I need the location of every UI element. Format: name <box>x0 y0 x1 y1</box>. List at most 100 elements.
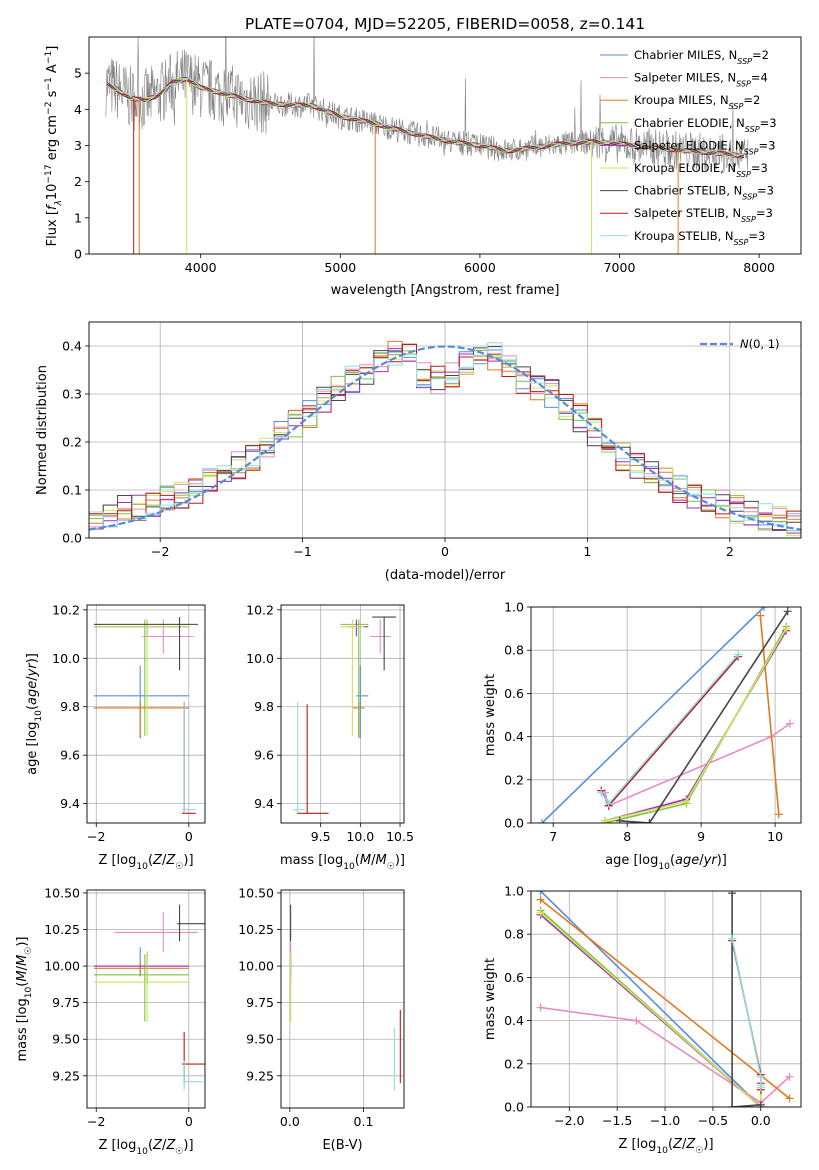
legend-label: Salpeter STELIB, NSSP=3 <box>634 206 773 224</box>
y-tick-label: 0 <box>74 247 82 262</box>
weight-line-salpeter-elodie <box>604 630 787 822</box>
chart-mass-vs-z: −2 0 9.25 9.50 9.75 10.00 10.25 10.50 Z [log10(Z… <box>15 885 206 1157</box>
weight-line-kroupa-elodie <box>540 912 762 1107</box>
y-tick-label: 1.0 <box>504 884 524 899</box>
x-tick-label: 8 <box>623 829 631 844</box>
axes-frame <box>86 889 206 1109</box>
y-tick-label: 10.0 <box>52 651 80 666</box>
y-tick-label: 0.6 <box>504 686 524 701</box>
x-axis-label: Z [log10(Z/Z☉)] <box>98 853 193 872</box>
plot-area-residuals <box>89 322 801 538</box>
plot-area-age-vs-mass <box>281 605 404 823</box>
x-tick-label: 2 <box>726 544 734 559</box>
y-tick-label: 0.2 <box>62 435 82 450</box>
x-axis-label: mass [log10(M/M☉)] <box>280 853 405 872</box>
weight-marker <box>536 891 545 895</box>
weight-line-chabrier-stelib <box>731 893 761 1107</box>
y-tick-label: 9.8 <box>254 699 274 714</box>
x-tick-label: 0 <box>185 1114 193 1129</box>
chart-title: PLATE=0704, MJD=52205, FIBERID=0058, z=0… <box>245 15 645 33</box>
x-tick-label: 9.5 <box>311 829 331 844</box>
y-tick-label: 0.0 <box>504 1100 524 1115</box>
weight-marker <box>536 908 545 917</box>
y-tick-label: 9.75 <box>52 995 80 1010</box>
x-tick-label: −0.5 <box>698 1113 728 1128</box>
x-tick-label: −1.0 <box>650 1113 680 1128</box>
spectrum-legend: Chabrier MILES, NSSP=2 Salpeter MILES, NS… <box>600 48 777 246</box>
x-tick-label: −2.0 <box>554 1113 584 1128</box>
plot-area-mass-vs-z <box>87 890 205 1108</box>
x-tick-label: 0.0 <box>751 1113 771 1128</box>
histogram-kroupa-stelib <box>89 342 801 532</box>
y-tick-label: 9.75 <box>246 995 274 1010</box>
normal-distribution-curve <box>89 345 801 531</box>
weight-marker <box>756 611 765 620</box>
weight-marker <box>785 719 794 728</box>
x-tick-label: 6000 <box>464 260 496 275</box>
y-tick-label: 2 <box>74 174 82 189</box>
y-tick-label: 0.4 <box>504 729 524 744</box>
x-tick-label: 0.0 <box>280 1114 300 1129</box>
observed-spectrum-line <box>105 37 749 173</box>
weight-marker <box>785 1072 794 1081</box>
weight-line-chabrier-miles <box>541 607 765 823</box>
weight-line-chabrier-miles <box>540 891 762 1107</box>
model-spectrum-kroupa-elodie <box>106 78 744 159</box>
y-tick-label: 0.0 <box>504 816 524 831</box>
y-tick-label: 5 <box>74 66 82 81</box>
y-axis-label: mass [log10(M/M☉)] <box>15 937 34 1062</box>
y-tick-label: 10.00 <box>44 959 80 974</box>
weight-line-salpeter-miles <box>540 1006 791 1104</box>
axes-frame <box>88 321 802 539</box>
y-tick-label: 10.25 <box>238 922 274 937</box>
chart-weight-vs-z: −2.0 −1.5 −1.0 −0.5 0.0 0.0 0.2 0.4 0.6 0.8 1.0 Z [… <box>483 884 802 1156</box>
weight-marker <box>785 1094 794 1103</box>
y-tick-label: 0.6 <box>504 970 524 985</box>
weight-marker <box>756 1083 765 1092</box>
legend-label: Chabrier MILES, NSSP=2 <box>634 48 769 66</box>
weight-marker <box>728 1103 737 1107</box>
x-axis-label: Z [log10(Z/Z☉)] <box>98 1138 193 1157</box>
weight-marker <box>597 788 606 797</box>
weight-marker <box>760 607 769 611</box>
x-tick-label: 0 <box>441 544 449 559</box>
weight-marker <box>600 816 609 823</box>
y-tick-label: 10.2 <box>246 602 274 617</box>
plot-area-spectrum <box>105 37 749 254</box>
y-tick-label: 9.25 <box>52 1068 80 1083</box>
weight-line-kroupa-miles <box>540 898 790 1100</box>
weight-line-chabrier-stelib <box>619 610 789 823</box>
weight-marker <box>536 1003 545 1012</box>
axes-frame <box>530 890 802 1108</box>
weight-line-kroupa-stelib <box>731 938 762 1088</box>
y-tick-label: 10.2 <box>52 602 80 617</box>
y-tick-label: 9.4 <box>60 796 80 811</box>
weight-marker <box>682 797 691 806</box>
x-axis-label: age [log10(age/yr)] <box>605 853 727 872</box>
x-tick-label: 10.5 <box>386 829 414 844</box>
weight-marker <box>615 816 624 823</box>
weight-marker <box>536 895 545 904</box>
y-tick-label: 9.50 <box>246 1032 274 1047</box>
histogram-salpeter-stelib <box>89 343 801 521</box>
axes-frame <box>280 889 405 1109</box>
y-axis-label: Normed distribution <box>35 365 50 495</box>
plot-area-weight-vs-z <box>531 891 801 1107</box>
legend-label: Salpeter ELODIE, NSSP=3 <box>634 138 775 156</box>
y-tick-label: 9.6 <box>254 748 274 763</box>
y-tick-label: 9.50 <box>52 1032 80 1047</box>
y-tick-label: 9.25 <box>246 1068 274 1083</box>
chart-age-vs-z: −2 0 9.4 9.6 9.8 10.0 10.2 Z [log10(Z/Z☉)] age [… <box>25 602 206 872</box>
chart-mass-vs-ebv: 0.0 0.1 9.25 9.50 9.75 10.00 10.25 10.50 E(B-V) <box>238 885 405 1153</box>
weight-line-salpeter-miles <box>604 722 791 807</box>
chart-residuals: −2 −1 0 1 2 0.0 0.1 0.2 0.3 0.4 N(0, 1) (data-model… <box>35 321 802 583</box>
weight-marker <box>774 810 783 819</box>
weight-marker <box>756 1100 765 1107</box>
weight-line-kroupa-elodie <box>604 628 787 822</box>
x-tick-label: 1 <box>583 544 591 559</box>
x-axis-label: E(B-V) <box>322 1138 362 1153</box>
y-tick-label: 0.3 <box>62 387 82 402</box>
y-tick-label: 9.4 <box>254 796 274 811</box>
y-tick-label: 0.2 <box>504 1056 524 1071</box>
model-spectrum-salpeter-elodie <box>107 76 745 158</box>
